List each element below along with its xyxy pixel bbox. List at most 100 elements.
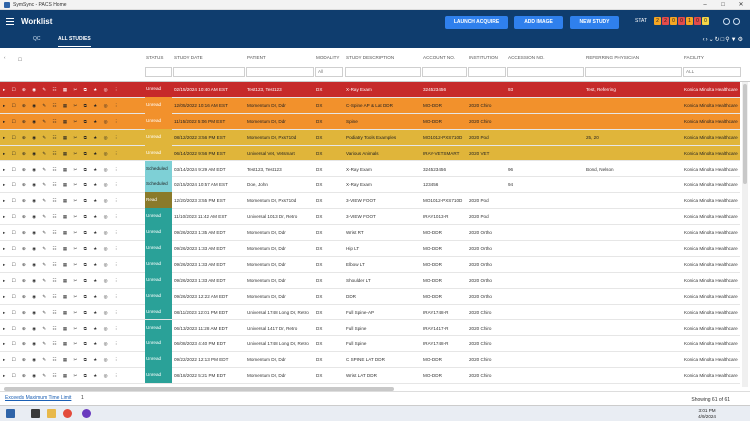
facility-cell: Konica Minolta Healthcare bbox=[684, 150, 738, 156]
table-row[interactable]: ▸ ☐ ⊕ ◉ ✎ ☷ ▦ ✂ ⧉ ★ ◎ ⋮ Unread 11/15/2022 … bbox=[0, 112, 740, 130]
collapse-icon[interactable]: ‹ bbox=[4, 55, 6, 60]
col-facility[interactable]: FACILITY bbox=[684, 55, 704, 60]
col-accession-no[interactable]: ACCESSION NO. bbox=[508, 55, 545, 60]
col-institution[interactable]: INSTITUTION bbox=[469, 55, 498, 60]
stat-count[interactable]: 2 bbox=[662, 17, 669, 25]
launch-acquire-button[interactable]: LAUNCH ACQUIRE bbox=[445, 16, 508, 29]
accession-no-filter[interactable] bbox=[507, 67, 584, 77]
col-patient[interactable]: PATIENT bbox=[247, 55, 266, 60]
table-row[interactable]: ▸ ☐ ⊕ ◉ ✎ ☷ ▦ ✂ ⧉ ★ ◎ ⋮ Unread 08/12/2022 … bbox=[0, 128, 740, 146]
patient-filter[interactable] bbox=[246, 67, 314, 77]
vertical-scrollbar[interactable] bbox=[742, 82, 748, 387]
facility-cell: Konica Minolta Healthcare bbox=[684, 246, 738, 251]
row-action-icons[interactable]: ▸ ☐ ⊕ ◉ ✎ ☷ ▦ ✂ ⧉ ★ ◎ ⋮ bbox=[3, 230, 121, 236]
table-row[interactable]: ▸ ☐ ⊕ ◉ ✎ ☷ ▦ ✂ ⧉ ★ ◎ ⋮ Read 12/20/2023 3:… bbox=[0, 192, 740, 210]
table-row[interactable]: ▸ ☐ ⊕ ◉ ✎ ☷ ▦ ✂ ⧉ ★ ◎ ⋮ Unread 08/11/2023 … bbox=[0, 303, 740, 321]
col-status[interactable]: STATUS bbox=[146, 55, 164, 60]
hamburger-menu-icon[interactable] bbox=[6, 18, 14, 25]
table-row[interactable]: ▸ ☐ ⊕ ◉ ✎ ☷ ▦ ✂ ⧉ ★ ◎ ⋮ Unread 06/13/2023 … bbox=[0, 319, 740, 337]
study-date-filter[interactable] bbox=[173, 67, 245, 77]
row-action-icons[interactable]: ▸ ☐ ⊕ ◉ ✎ ☷ ▦ ✂ ⧉ ★ ◎ ⋮ bbox=[3, 87, 121, 92]
status-badge: Unread bbox=[145, 303, 172, 320]
row-action-icons[interactable]: ▸ ☐ ⊕ ◉ ✎ ☷ ▦ ✂ ⧉ ★ ◎ ⋮ bbox=[3, 118, 121, 124]
row-action-icons[interactable]: ▸ ☐ ⊕ ◉ ✎ ☷ ▦ ✂ ⧉ ★ ◎ ⋮ bbox=[3, 182, 121, 188]
col-study-date[interactable]: STUDY DATE bbox=[174, 55, 203, 60]
table-row[interactable]: ▸ ☐ ⊕ ◉ ✎ ☷ ▦ ✂ ⧉ ★ ◎ ⋮ Scheduled 02/15/20… bbox=[0, 176, 740, 194]
patient-cell: Universal 1748 Long Dr, Retro bbox=[247, 341, 309, 347]
table-row[interactable]: ▸ ☐ ⊕ ◉ ✎ ☷ ▦ ✂ ⧉ ★ ◎ ⋮ Unread 02/15/2024 … bbox=[0, 82, 740, 98]
study-description-cell: Shoulder LT bbox=[346, 277, 371, 283]
referring-physician-filter[interactable] bbox=[585, 67, 682, 77]
stat-count[interactable]: 2 bbox=[654, 17, 661, 25]
col-study-description[interactable]: STUDY DESCRIPTION bbox=[346, 55, 395, 60]
col-modality[interactable]: MODALITY bbox=[316, 55, 340, 60]
row-action-icons[interactable]: ▸ ☐ ⊕ ◉ ✎ ☷ ▦ ✂ ⧉ ★ ◎ ⋮ bbox=[3, 261, 121, 267]
status-badge: Unread bbox=[145, 224, 172, 240]
table-row[interactable]: ▸ ☐ ⊕ ◉ ✎ ☷ ▦ ✂ ⧉ ★ ◎ ⋮ Unread 06/14/2022 … bbox=[0, 144, 740, 162]
table-row[interactable]: ▸ ☐ ⊕ ◉ ✎ ☷ ▦ ✂ ⧉ ★ ◎ ⋮ Scheduled 03/14/20… bbox=[0, 160, 740, 178]
grid-toolbar-icons[interactable]: ‹›⌄↻□⚲▼⚙ bbox=[702, 37, 744, 43]
study-description-filter[interactable] bbox=[345, 67, 421, 77]
row-action-icons[interactable]: ▸ ☐ ⊕ ◉ ✎ ☷ ▦ ✂ ⧉ ★ ◎ ⋮ bbox=[3, 134, 121, 140]
start-icon[interactable] bbox=[6, 409, 15, 418]
table-row[interactable]: ▸ ☐ ⊕ ◉ ✎ ☷ ▦ ✂ ⧉ ★ ◎ ⋮ Unread 09/26/2023 … bbox=[0, 224, 740, 241]
account-no-filter[interactable] bbox=[422, 67, 467, 77]
table-row[interactable]: ▸ ☐ ⊕ ◉ ✎ ☷ ▦ ✂ ⧉ ★ ◎ ⋮ Unread 09/26/2023 … bbox=[0, 255, 740, 273]
table-row[interactable]: ▸ ☐ ⊕ ◉ ✎ ☷ ▦ ✂ ⧉ ★ ◎ ⋮ Unread 09/26/2023 … bbox=[0, 240, 740, 257]
stat-count[interactable]: 1 bbox=[686, 17, 693, 25]
row-action-icons[interactable]: ▸ ☐ ⊕ ◉ ✎ ☷ ▦ ✂ ⧉ ★ ◎ ⋮ bbox=[3, 293, 121, 299]
new-study-button[interactable]: NEW STUDY bbox=[570, 16, 619, 29]
row-action-icons[interactable]: ▸ ☐ ⊕ ◉ ✎ ☷ ▦ ✂ ⧉ ★ ◎ ⋮ bbox=[3, 325, 121, 331]
modality-filter[interactable]: All bbox=[315, 67, 343, 77]
row-action-icons[interactable]: ▸ ☐ ⊕ ◉ ✎ ☷ ▦ ✂ ⧉ ★ ◎ ⋮ bbox=[3, 150, 121, 156]
tab-qc[interactable]: QC bbox=[33, 36, 41, 42]
col-referring-physician[interactable]: REFERRING PHYSICIAN bbox=[586, 55, 640, 60]
close-icon[interactable]: ✕ bbox=[738, 2, 744, 8]
add-image-button[interactable]: ADD IMAGE bbox=[514, 16, 563, 29]
institution-filter[interactable] bbox=[468, 67, 506, 77]
row-action-icons[interactable]: ▸ ☐ ⊕ ◉ ✎ ☷ ▦ ✂ ⧉ ★ ◎ ⋮ bbox=[3, 246, 121, 251]
modality-cell: DX bbox=[316, 309, 323, 315]
row-action-icons[interactable]: ▸ ☐ ⊕ ◉ ✎ ☷ ▦ ✂ ⧉ ★ ◎ ⋮ bbox=[3, 357, 121, 363]
task-view-icon[interactable] bbox=[31, 409, 40, 418]
status-badge: Unread bbox=[145, 208, 172, 225]
symsync-app-icon[interactable] bbox=[82, 409, 91, 418]
row-action-icons[interactable]: ▸ ☐ ⊕ ◉ ✎ ☷ ▦ ✂ ⧉ ★ ◎ ⋮ bbox=[3, 309, 121, 315]
study-date-cell: 09/26/2023 1:35 AM EDT bbox=[174, 230, 226, 236]
table-row[interactable]: ▸ ☐ ⊕ ◉ ✎ ☷ ▦ ✂ ⧉ ★ ◎ ⋮ Unread 11/10/2023 … bbox=[0, 208, 740, 226]
chrome-icon[interactable] bbox=[63, 409, 72, 418]
stat-count[interactable]: 0 bbox=[694, 17, 701, 25]
stat-count[interactable]: 0 bbox=[678, 17, 685, 25]
row-action-icons[interactable]: ▸ ☐ ⊕ ◉ ✎ ☷ ▦ ✂ ⧉ ★ ◎ ⋮ bbox=[3, 373, 121, 379]
table-row[interactable]: ▸ ☐ ⊕ ◉ ✎ ☷ ▦ ✂ ⧉ ★ ◎ ⋮ Unread 09/26/2023 … bbox=[0, 271, 740, 289]
file-explorer-icon[interactable] bbox=[47, 409, 56, 418]
status-filter[interactable] bbox=[145, 67, 172, 77]
table-row[interactable]: ▸ ☐ ⊕ ◉ ✎ ☷ ▦ ✂ ⧉ ★ ◎ ⋮ Unread 09/22/2022 … bbox=[0, 351, 740, 369]
select-all-checkbox[interactable]: ☐ bbox=[18, 57, 23, 62]
stat-count[interactable]: 0 bbox=[702, 17, 709, 25]
stat-count[interactable]: 0 bbox=[670, 17, 677, 25]
row-action-icons[interactable]: ▸ ☐ ⊕ ◉ ✎ ☷ ▦ ✂ ⧉ ★ ◎ ⋮ bbox=[3, 341, 121, 347]
account-no-cell: 123456 bbox=[423, 182, 439, 188]
row-action-icons[interactable]: ▸ ☐ ⊕ ◉ ✎ ☷ ▦ ✂ ⧉ ★ ◎ ⋮ bbox=[3, 214, 121, 220]
grid-header: ‹ ☐ STATUS STUDY DATE PATIENT MODALITY S… bbox=[0, 48, 750, 82]
table-row[interactable]: ▸ ☐ ⊕ ◉ ✎ ☷ ▦ ✂ ⧉ ★ ◎ ⋮ Unread 09/26/2023 … bbox=[0, 287, 740, 305]
scroll-thumb[interactable] bbox=[743, 84, 747, 184]
row-action-icons[interactable]: ▸ ☐ ⊕ ◉ ✎ ☷ ▦ ✂ ⧉ ★ ◎ ⋮ bbox=[3, 102, 121, 108]
settings-icon[interactable] bbox=[723, 18, 730, 25]
horizontal-scrollbar[interactable] bbox=[4, 387, 394, 391]
row-action-icons[interactable]: ▸ ☐ ⊕ ◉ ✎ ☷ ▦ ✂ ⧉ ★ ◎ ⋮ bbox=[3, 277, 121, 283]
table-row[interactable]: ▸ ☐ ⊕ ◉ ✎ ☷ ▦ ✂ ⧉ ★ ◎ ⋮ Unread 08/18/2022 … bbox=[0, 367, 740, 385]
row-action-icons[interactable]: ▸ ☐ ⊕ ◉ ✎ ☷ ▦ ✂ ⧉ ★ ◎ ⋮ bbox=[3, 198, 121, 204]
col-account-no[interactable]: ACCOUNT NO. bbox=[423, 55, 456, 60]
power-icon[interactable] bbox=[733, 18, 740, 25]
table-row[interactable]: ▸ ☐ ⊕ ◉ ✎ ☷ ▦ ✂ ⧉ ★ ◎ ⋮ Unread 12/05/2022 … bbox=[0, 96, 740, 114]
row-action-icons[interactable]: ▸ ☐ ⊕ ◉ ✎ ☷ ▦ ✂ ⧉ ★ ◎ ⋮ bbox=[3, 166, 121, 172]
maximize-icon[interactable]: □ bbox=[721, 2, 725, 8]
minimize-icon[interactable]: – bbox=[703, 2, 707, 8]
facility-filter[interactable]: ALL bbox=[683, 67, 741, 77]
exceeds-time-limit-link[interactable]: Exceeds Maximum Time Limit bbox=[5, 395, 72, 401]
tab-all-studies[interactable]: ALL STUDIES bbox=[58, 36, 91, 47]
facility-cell: Konica Minolta Healthcare bbox=[684, 341, 738, 347]
table-row[interactable]: ▸ ☐ ⊕ ◉ ✎ ☷ ▦ ✂ ⧉ ★ ◎ ⋮ Unread 06/08/2023 … bbox=[0, 335, 740, 353]
